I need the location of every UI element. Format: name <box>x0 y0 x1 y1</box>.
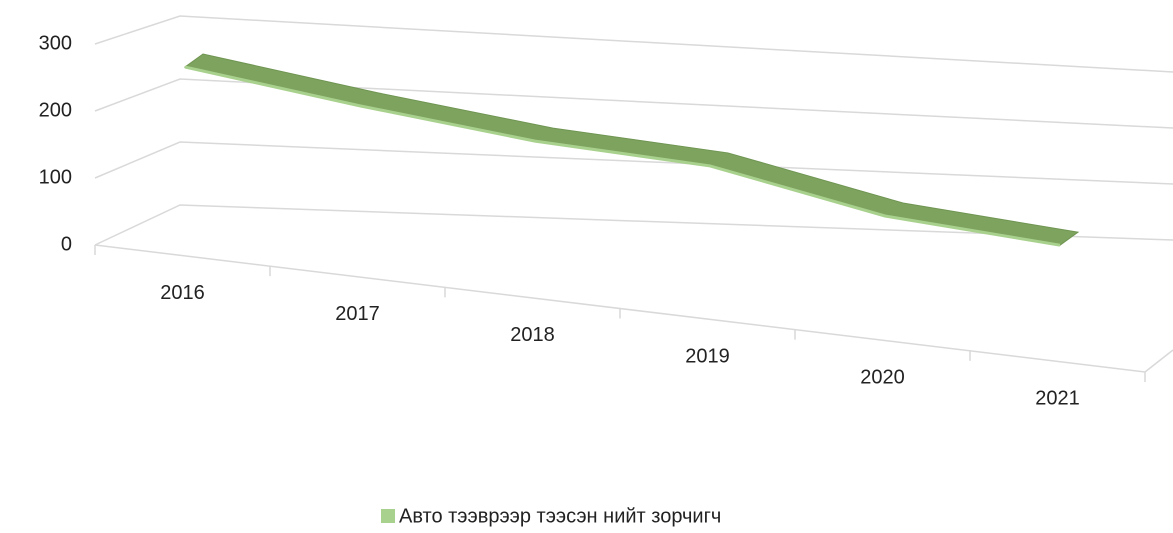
x-tick-label: 2017 <box>335 303 380 325</box>
legend-label: Авто тээврээр тээсэн нийт зорчигч <box>399 505 721 527</box>
x-tick-label: 2016 <box>160 282 205 304</box>
grid-line <box>94 141 1173 185</box>
x-tick-label: 2018 <box>510 324 555 346</box>
y-tick-label: 200 <box>39 99 72 121</box>
grid-line <box>94 78 1173 129</box>
legend-swatch <box>381 509 395 523</box>
x-tick-label: 2020 <box>860 367 905 389</box>
y-tick-label: 0 <box>61 233 72 255</box>
floor-edge <box>1144 349 1173 373</box>
grid-line <box>94 204 1173 246</box>
grid-line <box>94 15 1173 73</box>
ribbon-edge <box>184 65 1061 247</box>
y-tick-label: 100 <box>39 166 72 188</box>
x-tick-label: 2021 <box>1035 388 1080 410</box>
ribbon-top <box>183 53 1080 246</box>
y-tick-label: 300 <box>39 32 72 54</box>
x-tick-label: 2019 <box>685 345 730 367</box>
